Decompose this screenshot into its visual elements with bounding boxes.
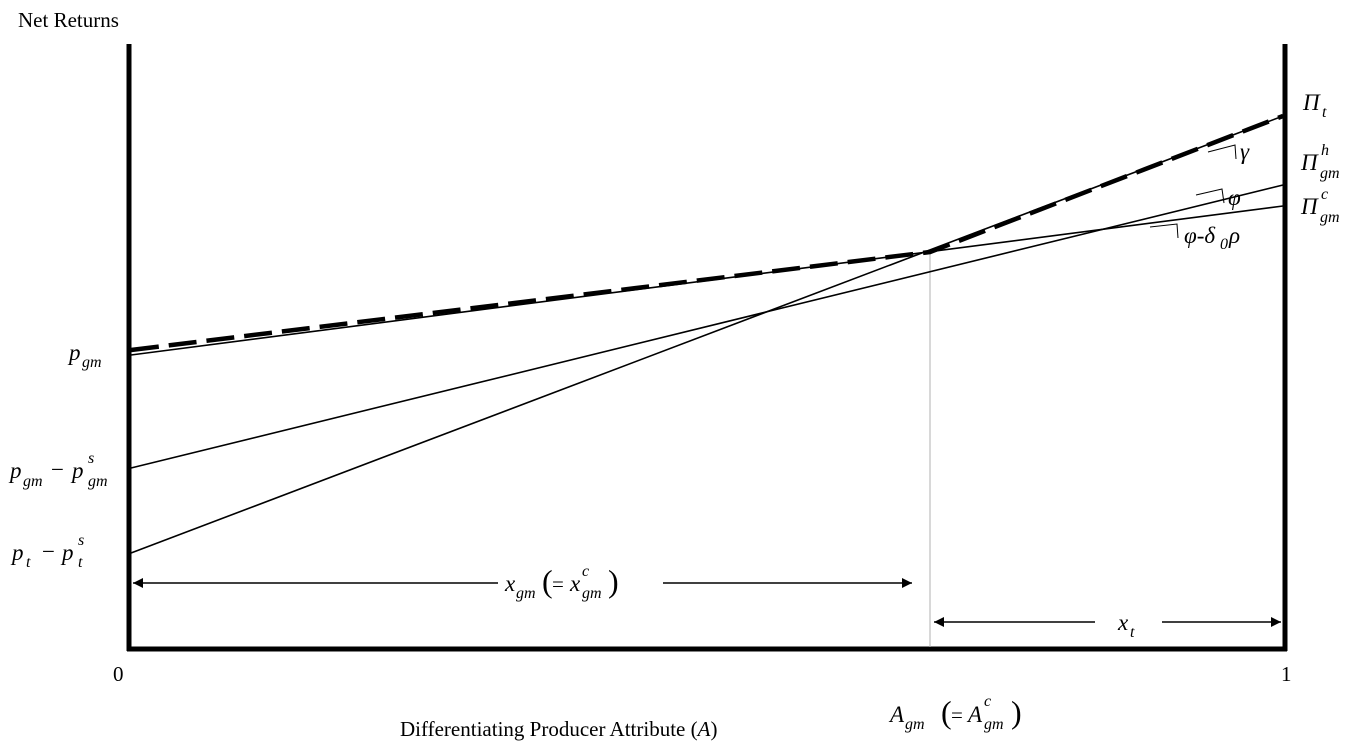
svg-text:t: t	[78, 554, 83, 571]
slope-label-phi: φ	[1228, 185, 1241, 210]
svg-text:): )	[1011, 694, 1022, 730]
svg-text:−: −	[51, 457, 64, 482]
svg-text:gm: gm	[23, 473, 43, 490]
svg-text:=: =	[951, 703, 963, 727]
y-axis-title: Net Returns	[18, 8, 119, 32]
svg-text:A: A	[888, 702, 905, 727]
end-label-pi-gm-c: Π c gm	[1300, 186, 1340, 226]
end-label-pi-t: Π t	[1302, 90, 1327, 121]
svg-text:Π: Π	[1300, 194, 1319, 219]
svg-text:c: c	[984, 693, 991, 710]
svg-text:(: (	[542, 563, 553, 599]
svg-text:−: −	[42, 539, 55, 564]
svg-text:gm: gm	[984, 716, 1004, 733]
intercept-label-pgm: p gm	[67, 340, 102, 371]
svg-text:0: 0	[1220, 236, 1228, 253]
svg-text:=: =	[552, 572, 564, 596]
svg-text:c: c	[1321, 186, 1328, 203]
svg-text:): )	[608, 563, 619, 599]
svg-text:gm: gm	[905, 716, 925, 733]
upper-envelope-dashed	[130, 113, 1284, 353]
x-tick-one: 1	[1281, 662, 1292, 686]
svg-text:Π: Π	[1302, 90, 1321, 115]
svg-text:gm: gm	[88, 473, 108, 490]
slope-mark-phi	[1195, 188, 1225, 204]
svg-text:(: (	[941, 694, 952, 730]
intercept-label-pgm-minus-pgms: p gm − p s gm	[8, 450, 108, 490]
svg-text:gm: gm	[582, 585, 602, 602]
intercept-label-pt-minus-pts: p t − p s t	[10, 532, 84, 571]
svg-text:p: p	[70, 458, 84, 483]
svg-text:gm: gm	[1320, 209, 1340, 226]
svg-text:s: s	[78, 532, 84, 549]
svg-text:ρ: ρ	[1228, 223, 1240, 248]
svg-text:h: h	[1321, 142, 1329, 159]
threshold-label: A gm ( = A c gm )	[888, 693, 1022, 733]
slope-mark-phi-delta-rho	[1149, 223, 1179, 239]
svg-text:s: s	[88, 450, 94, 467]
svg-text:x: x	[504, 571, 516, 596]
svg-text:A: A	[966, 702, 983, 727]
svg-text:t: t	[26, 554, 31, 571]
svg-text:p: p	[8, 458, 22, 483]
svg-text:x: x	[569, 571, 581, 596]
svg-text:φ-δ: φ-δ	[1184, 223, 1215, 248]
svg-text:p: p	[10, 540, 24, 565]
range-label-x-gm: x gm ( = x c gm )	[504, 563, 619, 602]
svg-text:p: p	[60, 540, 74, 565]
svg-text:gm: gm	[516, 585, 536, 602]
line-pi-gm-h	[130, 184, 1284, 469]
slope-mark-gamma	[1207, 144, 1237, 160]
svg-text:gm: gm	[82, 354, 102, 371]
x-axis-title-variable: A	[696, 717, 711, 741]
x-tick-origin: 0	[113, 662, 124, 686]
svg-text:Π: Π	[1300, 150, 1319, 175]
svg-text:p: p	[67, 340, 81, 365]
range-label-x-t: x t	[1117, 610, 1135, 641]
slope-label-phi-minus-delta-rho: φ-δ 0 ρ	[1184, 223, 1240, 253]
x-axis-title: Differentiating Producer Attribute (A)	[400, 717, 717, 741]
end-label-pi-gm-h: Π h gm	[1300, 142, 1340, 182]
svg-text:t: t	[1322, 104, 1327, 121]
svg-text:x: x	[1117, 610, 1129, 635]
slope-label-gamma: γ	[1240, 139, 1250, 164]
svg-text:gm: gm	[1320, 165, 1340, 182]
svg-text:t: t	[1130, 624, 1135, 641]
svg-text:c: c	[582, 563, 589, 580]
